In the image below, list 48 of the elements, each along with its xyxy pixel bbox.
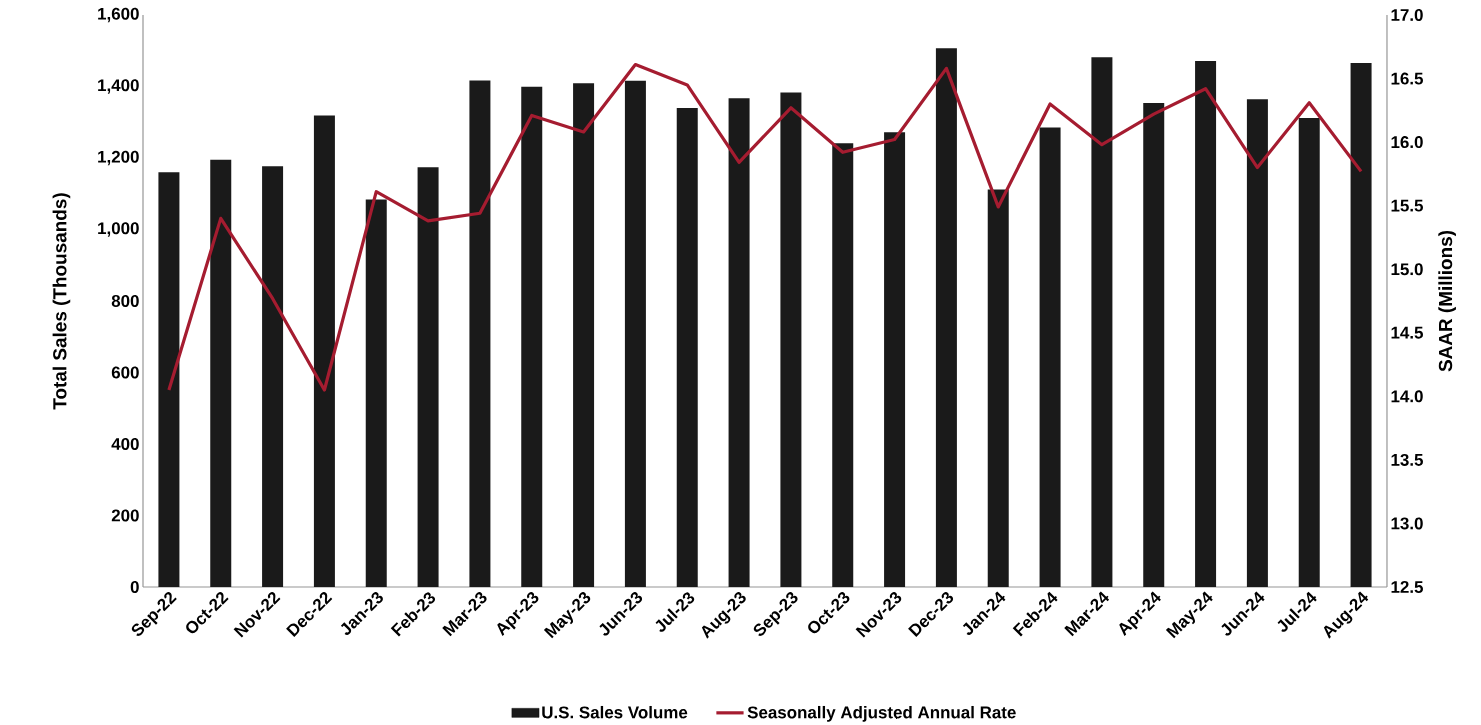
bar [884, 132, 906, 587]
y2-tick-label: 12.5 [1391, 581, 1423, 593]
y-tick-label: 1,000 [98, 222, 139, 237]
y-tick-label: 1,600 [98, 7, 139, 23]
bar [624, 80, 646, 587]
y-tick-label: 200 [111, 509, 139, 522]
bar [1091, 57, 1113, 587]
bar [262, 166, 284, 587]
bar [417, 167, 439, 587]
y2-tick-label: 13.0 [1391, 517, 1423, 530]
bar [313, 115, 335, 587]
y-tick-label: 1,400 [98, 79, 139, 94]
bar [935, 48, 957, 587]
y2-tick-label: 13.5 [1391, 453, 1423, 466]
y-axis-title: Total Sales (Thousands) [52, 193, 71, 410]
y2-tick-label: 16.5 [1391, 72, 1423, 85]
bar [210, 159, 232, 587]
bar [780, 92, 802, 587]
bar [469, 80, 491, 587]
bar [1143, 102, 1165, 587]
bar [1350, 62, 1372, 587]
y-tick-label: 600 [111, 366, 139, 379]
bar [676, 107, 698, 587]
bar [573, 83, 595, 587]
y2-tick-label: 14.5 [1391, 326, 1423, 339]
y-tick-label: 1,200 [98, 150, 139, 166]
y-tick-label: 0 [130, 581, 139, 593]
y-tick-label: 400 [111, 438, 139, 450]
legend-label: Seasonally Adjusted Annual Rate [747, 705, 1016, 722]
y2-tick-label: 16.0 [1391, 136, 1423, 149]
y-tick-label: 800 [111, 295, 139, 307]
bar [728, 98, 750, 587]
legend-label: U.S. Sales Volume [542, 705, 688, 719]
bar [1039, 127, 1061, 587]
bar [987, 189, 1009, 587]
y2-tick-label: 17.0 [1391, 9, 1423, 21]
bar [1246, 99, 1268, 587]
y2-tick-label: 14.0 [1391, 390, 1423, 403]
bar [365, 199, 387, 587]
bar [1195, 61, 1217, 587]
bar [832, 143, 854, 587]
y2-axis-title: SAAR (Millions) [1438, 230, 1456, 372]
bar [158, 172, 180, 587]
bar [1298, 117, 1320, 587]
y2-tick-label: 15.0 [1391, 263, 1423, 276]
y2-tick-label: 15.5 [1391, 199, 1423, 212]
line-series [167, 62, 1363, 392]
bar [521, 86, 543, 587]
